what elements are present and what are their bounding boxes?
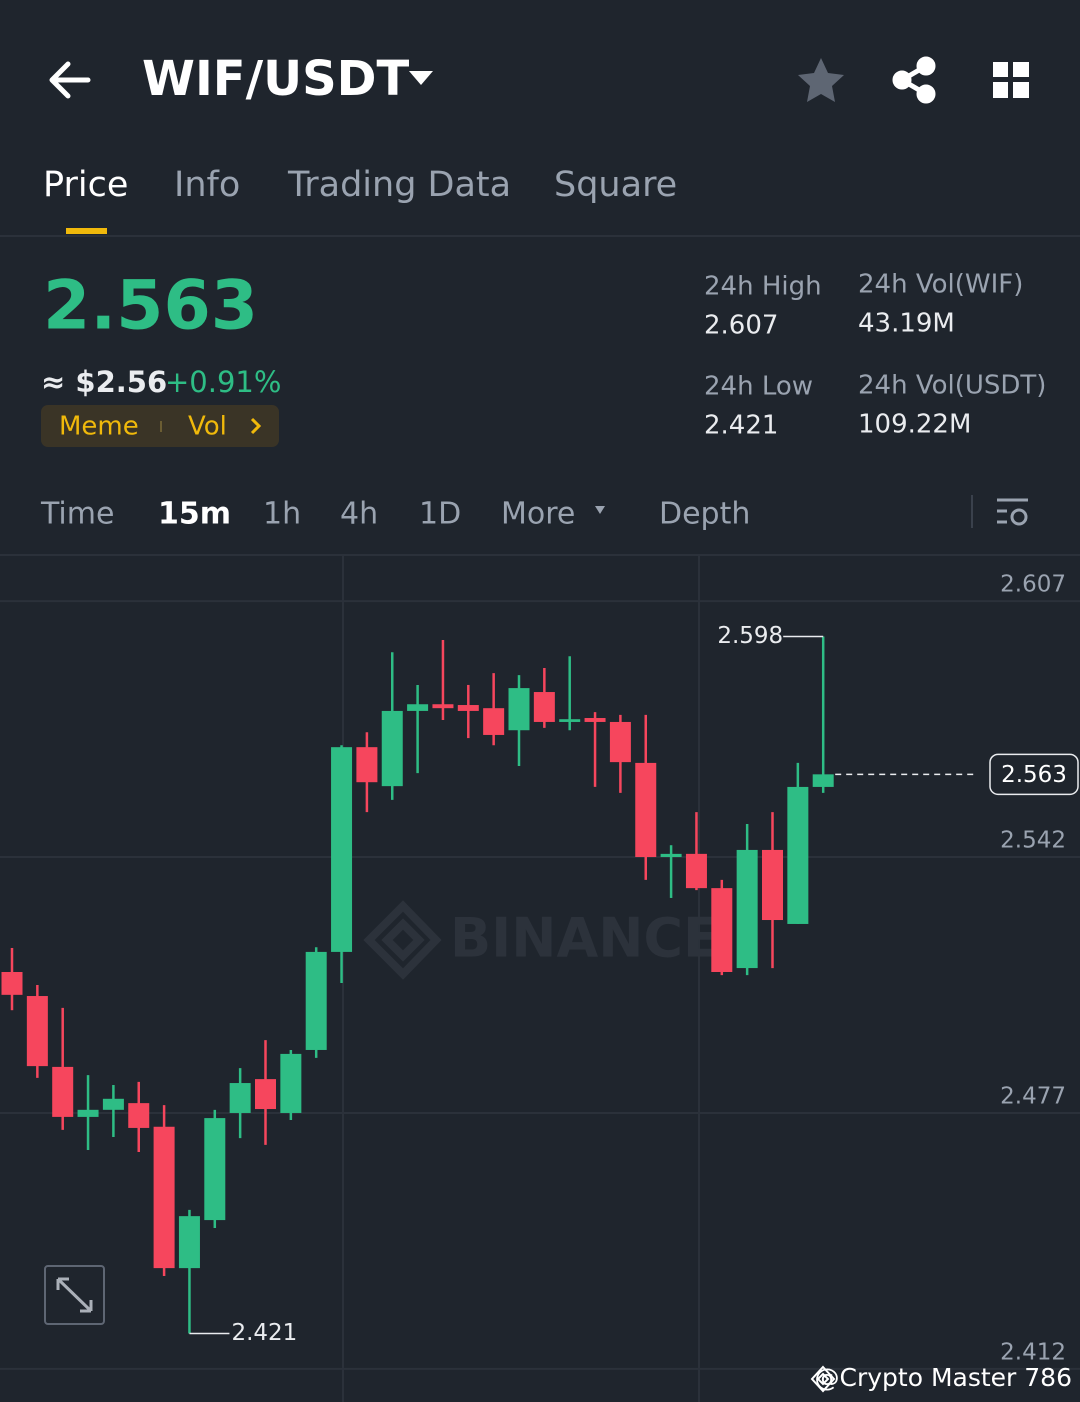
candle-body (584, 718, 606, 722)
tag[interactable]: Vol (188, 412, 227, 442)
interval-tab[interactable]: Time (40, 497, 114, 532)
low-annotation: 2.421 (231, 1320, 297, 1346)
interval-tab[interactable]: 1h (263, 497, 301, 532)
usd-price: ≈ $2.56 (41, 365, 167, 399)
share-icon[interactable] (892, 56, 936, 104)
current-price-label: 2.563 (1001, 762, 1067, 788)
high-annotation: 2.598 (717, 623, 783, 649)
y-tick-label: 2.542 (1000, 828, 1066, 854)
candle-body (432, 704, 454, 709)
candle-body (609, 721, 631, 763)
stat-value: 43.19M (858, 309, 955, 339)
tab-indicator (66, 228, 107, 234)
candle-body (762, 849, 783, 921)
candle-body (52, 1066, 74, 1117)
chart: 2.607 2.542 2.477 2.412 BINANCE 2.598 2.421 2.5… (0, 554, 1080, 1402)
y-tick-label: 2.607 (1000, 572, 1066, 598)
candle-body (26, 996, 48, 1067)
candle-body (178, 1216, 200, 1269)
y-tick-label: 2.477 (1000, 1083, 1066, 1109)
stat-label: 24h Vol(USDT) (858, 371, 1046, 401)
back-button[interactable] (49, 61, 91, 99)
more-dropdown[interactable] (595, 506, 605, 514)
stat-value: 2.421 (704, 411, 778, 441)
tag-chevron (250, 417, 262, 435)
tag[interactable]: Meme (59, 412, 139, 442)
candle-body (533, 692, 555, 722)
candle-body (407, 704, 429, 711)
candle-body (812, 774, 834, 787)
candle-body (128, 1103, 150, 1128)
candle-body (255, 1079, 276, 1110)
tab[interactable]: Price (43, 165, 128, 205)
candle-body (305, 951, 327, 1050)
interval-tab[interactable]: 15m (158, 497, 231, 532)
price-change: +0.91% (165, 365, 281, 399)
pair-dropdown[interactable] (409, 71, 433, 85)
interval-tab[interactable]: Depth (659, 497, 750, 532)
expand-button[interactable] (44, 1265, 105, 1325)
candle-body (381, 710, 403, 787)
candle-body (1, 972, 23, 995)
tab[interactable]: Trading Data (287, 165, 511, 205)
candle-body (787, 786, 809, 924)
stat-value: 109.22M (858, 410, 971, 440)
footer-logo (810, 1365, 836, 1393)
watermark-logo (363, 900, 442, 980)
candle-body (229, 1083, 251, 1113)
expand-icon (56, 1277, 93, 1313)
stat-value: 2.607 (704, 311, 778, 341)
interval-tab[interactable]: More (501, 497, 575, 532)
stat-label: 24h Low (704, 372, 813, 402)
candle-body (77, 1109, 99, 1117)
chart-settings-icon[interactable] (997, 498, 1028, 526)
candle-body (356, 747, 378, 783)
candle-body (736, 849, 758, 969)
candle-body (508, 688, 530, 731)
interval-tab[interactable]: 4h (340, 497, 378, 532)
candle-body (559, 719, 581, 722)
stat-label: 24h High (704, 272, 822, 302)
y-tick-label: 2.412 (1000, 1339, 1066, 1365)
tab[interactable]: Square (554, 165, 677, 205)
candle-body (331, 747, 353, 952)
favorite-icon[interactable] (798, 58, 844, 102)
candle-body (685, 853, 707, 889)
interval-tab[interactable]: 1D (419, 497, 461, 532)
candle-body (102, 1098, 124, 1110)
footer-credit: @Crypto Master 786 (815, 1363, 1072, 1392)
candle-body (280, 1053, 302, 1113)
candle-body (153, 1126, 175, 1269)
candle-body (635, 762, 657, 858)
last-price: 2.563 (43, 267, 258, 346)
grid-icon[interactable] (993, 62, 1029, 98)
pair-title[interactable]: WIF/USDT (142, 51, 410, 107)
candle-body (660, 853, 682, 858)
candle-body (457, 705, 479, 711)
stat-label: 24h Vol(WIF) (858, 270, 1023, 300)
watermark: BINANCE (450, 907, 720, 970)
tab[interactable]: Info (174, 165, 240, 205)
current-price-box (989, 753, 1079, 796)
candle-body (711, 888, 733, 973)
candle-body (483, 708, 505, 735)
candle-body (204, 1118, 226, 1221)
